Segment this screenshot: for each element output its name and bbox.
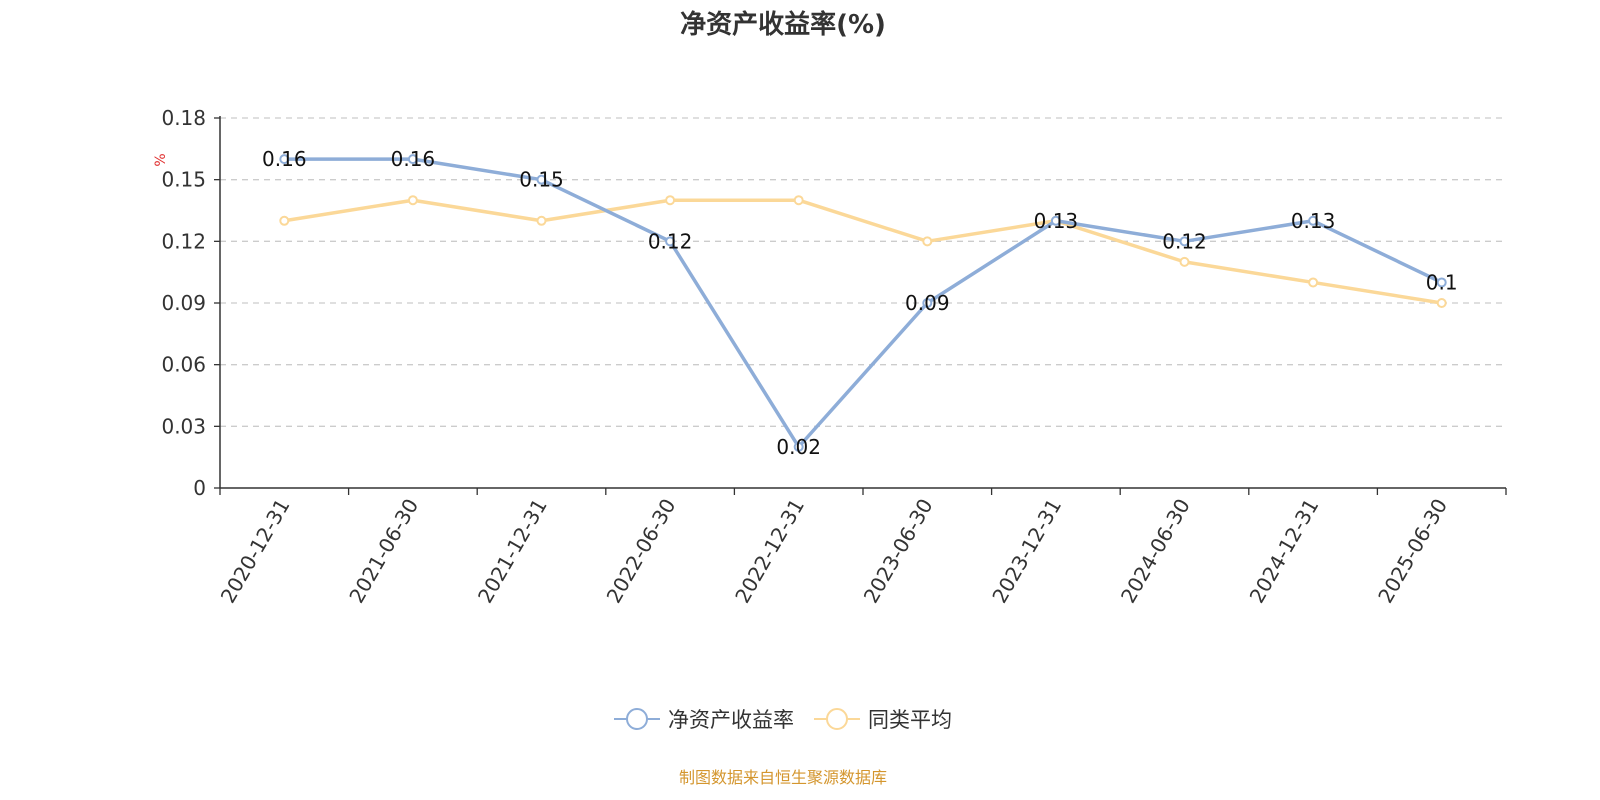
data-label: 0.1 — [1426, 270, 1458, 294]
legend-item-roe[interactable]: 净资产收益率 — [614, 704, 794, 734]
series-point-0 — [536, 174, 547, 185]
y-tick-label: 0.12 — [161, 229, 206, 253]
series-point-0 — [1179, 236, 1190, 247]
series-line-1 — [282, 198, 1444, 305]
data-label: 0.09 — [905, 291, 950, 315]
x-tick-label: 2022-12-31 — [730, 495, 809, 608]
axes: 0 0.03 0.06 0.09 0.12 0.15 0.18% 2020-12-31 2021… — [153, 106, 1507, 608]
series-point-1 — [279, 215, 290, 226]
series-point-1 — [1308, 277, 1319, 288]
series-point-1 — [922, 236, 933, 247]
series-point-1 — [665, 195, 676, 206]
x-tick-label: 2021-12-31 — [473, 495, 552, 608]
series-point-1 — [407, 195, 418, 206]
x-tick-label: 2025-06-30 — [1373, 495, 1452, 608]
legend-item-peer-average[interactable]: 同类平均 — [814, 704, 952, 734]
series-point-0 — [1050, 215, 1061, 226]
x-tick-label: 2023-06-30 — [859, 495, 938, 608]
y-axis-unit-label: % — [153, 153, 169, 166]
series-point-0 — [407, 154, 418, 165]
series-line-0 — [282, 157, 1444, 449]
series-point-1 — [1179, 256, 1190, 267]
data-label: 0.02 — [776, 435, 821, 459]
legend-label-roe: 净资产收益率 — [668, 708, 794, 732]
series-point-1 — [793, 195, 804, 206]
x-tick-label: 2022-06-30 — [602, 495, 681, 608]
x-tick-label: 2020-12-31 — [216, 495, 295, 608]
data-label: 0.15 — [519, 168, 564, 192]
series-point-0 — [922, 298, 933, 308]
data-label: 0.16 — [391, 147, 436, 171]
legend: 净资产收益率 同类平均 — [0, 704, 1566, 734]
data-label: 0.12 — [648, 229, 693, 253]
y-tick-label: 0.18 — [161, 106, 206, 130]
series-point-0 — [1308, 215, 1319, 226]
y-tick-label: 0.03 — [161, 414, 206, 438]
series-point-0 — [279, 154, 290, 165]
y-tick-label: 0.09 — [161, 291, 206, 315]
data-label: 0.16 — [262, 147, 307, 171]
series-point-0 — [793, 441, 804, 452]
legend-swatch-peer-average-icon — [814, 706, 860, 732]
series-point-0 — [1436, 277, 1447, 288]
series-point-1 — [536, 215, 547, 226]
series-point-0 — [665, 236, 676, 247]
x-tick-label: 2023-12-31 — [987, 495, 1066, 608]
series-lines — [279, 154, 1447, 452]
data-label: 0.13 — [1291, 209, 1336, 233]
data-labels: 0.16 0.16 0.15 0.12 0.02 0.09 0.13 0.12 0.13 0.1 — [262, 147, 1458, 459]
x-tick-label: 2024-12-31 — [1245, 495, 1324, 608]
y-tick-label: 0.06 — [161, 353, 206, 377]
y-tick-label: 0 — [193, 476, 206, 500]
x-tick-label: 2024-06-30 — [1116, 495, 1195, 608]
series-point-1 — [1436, 298, 1447, 308]
legend-label-peer-average: 同类平均 — [868, 708, 952, 732]
grid-lines — [220, 117, 1506, 427]
legend-swatch-roe-icon — [614, 706, 660, 732]
source-note: 制图数据来自恒生聚源数据库 — [678, 768, 887, 787]
x-tick-label: 2021-06-30 — [344, 495, 423, 608]
data-label: 0.12 — [1162, 229, 1207, 253]
y-tick-label: 0.15 — [161, 168, 206, 192]
data-label: 0.13 — [1034, 209, 1079, 233]
chart-title: 净资产收益率(%) — [680, 10, 886, 40]
